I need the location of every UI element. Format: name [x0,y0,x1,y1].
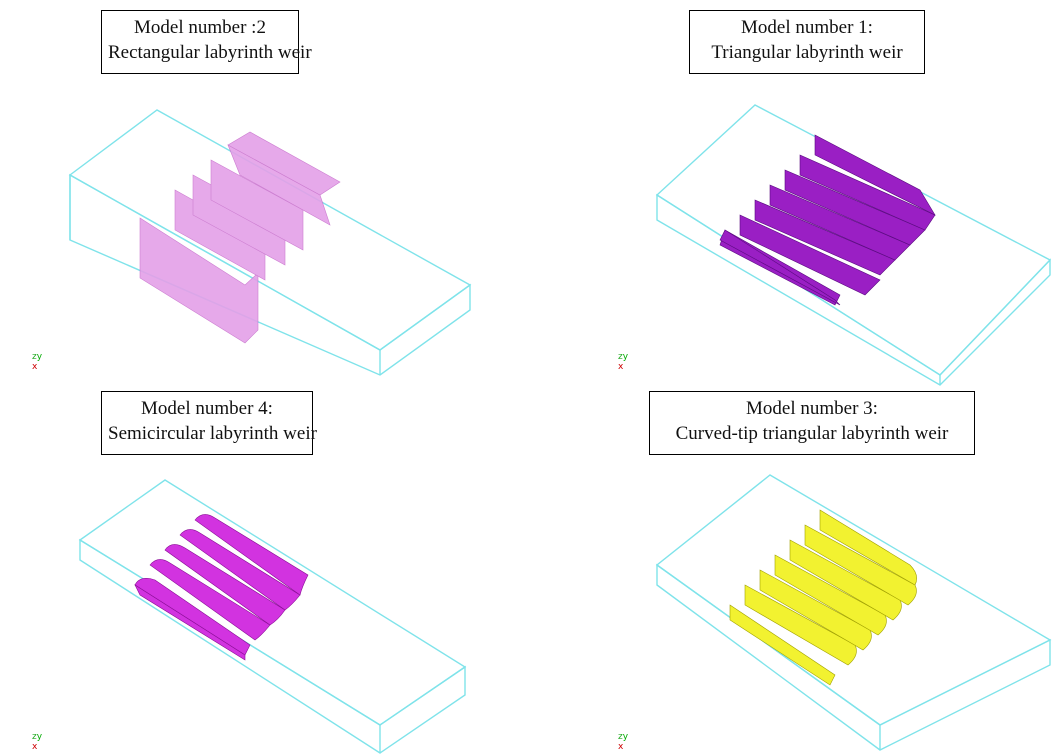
model-2-channel-diagram [68,109,472,376]
caption-model-1: Model number 1: Triangular labyrinth wei… [689,10,925,74]
semicircular-weir [134,514,309,661]
caption-line2: Semicircular labyrinth weir [108,423,317,444]
model-4-channel-diagram [78,479,467,754]
caption-model-2: Model number :2 Rectangular labyrinth we… [101,10,312,74]
axis-triad-icon: zy x [32,352,43,372]
caption-line1: Model number :2 [134,17,266,38]
caption-line1: Model number 4: [141,398,273,419]
caption-line2: Triangular labyrinth weir [711,42,903,63]
caption-line1: Model number 3: [746,398,878,419]
model-3-channel-diagram [655,474,1052,751]
caption-line2: Curved-tip triangular labyrinth weir [675,423,949,444]
caption-line1: Model number 1: [741,17,873,38]
model-1-channel-diagram [655,104,1052,386]
caption-model-4: Model number 4: Semicircular labyrinth w… [101,391,317,455]
rectangular-weir [139,131,341,344]
caption-model-3: Model number 3: Curved-tip triangular la… [649,391,975,455]
axis-triad-icon: zy x [618,732,629,752]
triangular-weir [719,134,936,306]
curved-tip-triangular-weir [729,509,917,686]
axis-triad-icon: zy x [618,352,629,372]
caption-line2: Rectangular labyrinth weir [108,42,312,63]
axis-triad-icon: zy x [32,732,43,752]
